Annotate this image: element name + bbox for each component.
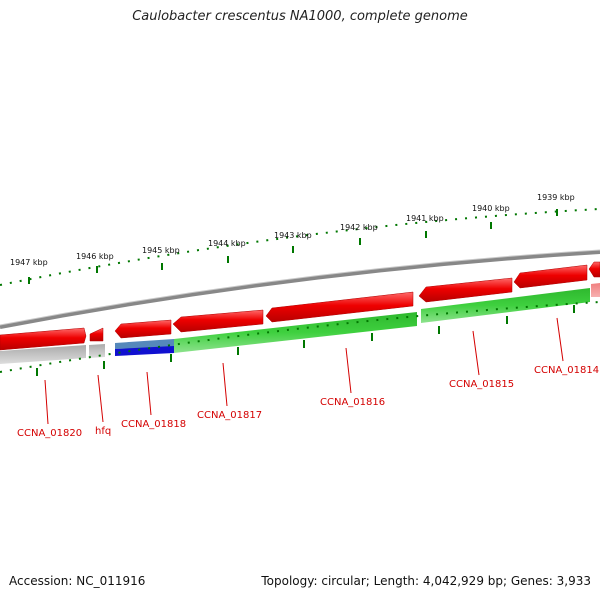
inner-scale-dots bbox=[0, 301, 600, 373]
cds-feature[interactable] bbox=[114, 319, 172, 339]
outer-scale-dots bbox=[0, 208, 600, 286]
scale-label: 1943 kbp bbox=[274, 231, 312, 240]
gene-feature-pseudo[interactable] bbox=[0, 345, 86, 364]
backbone-ring bbox=[0, 250, 600, 329]
gene-label[interactable]: CCNA_01814 bbox=[534, 365, 599, 376]
gene-label[interactable]: CCNA_01816 bbox=[320, 397, 385, 408]
gene-label[interactable]: CCNA_01820 bbox=[17, 428, 82, 439]
gene-label[interactable]: CCNA_01818 bbox=[121, 419, 186, 430]
gene-feature[interactable] bbox=[421, 288, 590, 323]
outer-scale-ticks bbox=[28, 209, 558, 284]
cds-feature[interactable] bbox=[0, 327, 87, 351]
scale-label: 1945 kbp bbox=[142, 246, 180, 255]
scale-labels: 1947 kbp 1946 kbp 1945 kbp 1944 kbp 1943… bbox=[10, 193, 575, 267]
gene-feature[interactable] bbox=[174, 312, 417, 353]
scale-label: 1940 kbp bbox=[472, 204, 510, 213]
inner-scale-ticks bbox=[36, 305, 575, 376]
gene-feature-hfq[interactable] bbox=[89, 344, 105, 358]
gene-track bbox=[0, 283, 600, 364]
rna-gene[interactable] bbox=[115, 346, 174, 356]
cds-feature[interactable] bbox=[513, 264, 588, 289]
label-leaders bbox=[44, 317, 564, 425]
scale-label: 1946 kbp bbox=[76, 252, 114, 261]
scale-label: 1941 kbp bbox=[406, 214, 444, 223]
backbone-highlight bbox=[0, 249, 600, 326]
cds-feature[interactable] bbox=[588, 261, 600, 278]
accession-text: Accession: NC_011916 bbox=[9, 574, 146, 588]
scale-label: 1939 kbp bbox=[537, 193, 575, 202]
cds-feature[interactable] bbox=[265, 291, 414, 323]
map-title: Caulobacter crescentus NA1000, complete … bbox=[132, 9, 468, 24]
scale-label: 1942 kbp bbox=[340, 223, 378, 232]
cds-feature[interactable] bbox=[418, 277, 513, 303]
gene-label[interactable]: hfq bbox=[95, 426, 111, 437]
gene-label[interactable]: CCNA_01817 bbox=[197, 410, 262, 421]
gene-feature-partial[interactable] bbox=[591, 283, 600, 297]
gene-labels: CCNA_01820 hfq CCNA_01818 CCNA_01817 CCN… bbox=[17, 365, 599, 439]
scale-label: 1947 kbp bbox=[10, 258, 48, 267]
cds-feature[interactable] bbox=[172, 309, 264, 333]
scale-label: 1944 kbp bbox=[208, 239, 246, 248]
cds-track bbox=[0, 261, 600, 351]
cds-feature-hfq[interactable] bbox=[89, 327, 104, 342]
gene-label[interactable]: CCNA_01815 bbox=[449, 379, 514, 390]
genome-summary-text: Topology: circular; Length: 4,042,929 bp… bbox=[261, 574, 591, 588]
